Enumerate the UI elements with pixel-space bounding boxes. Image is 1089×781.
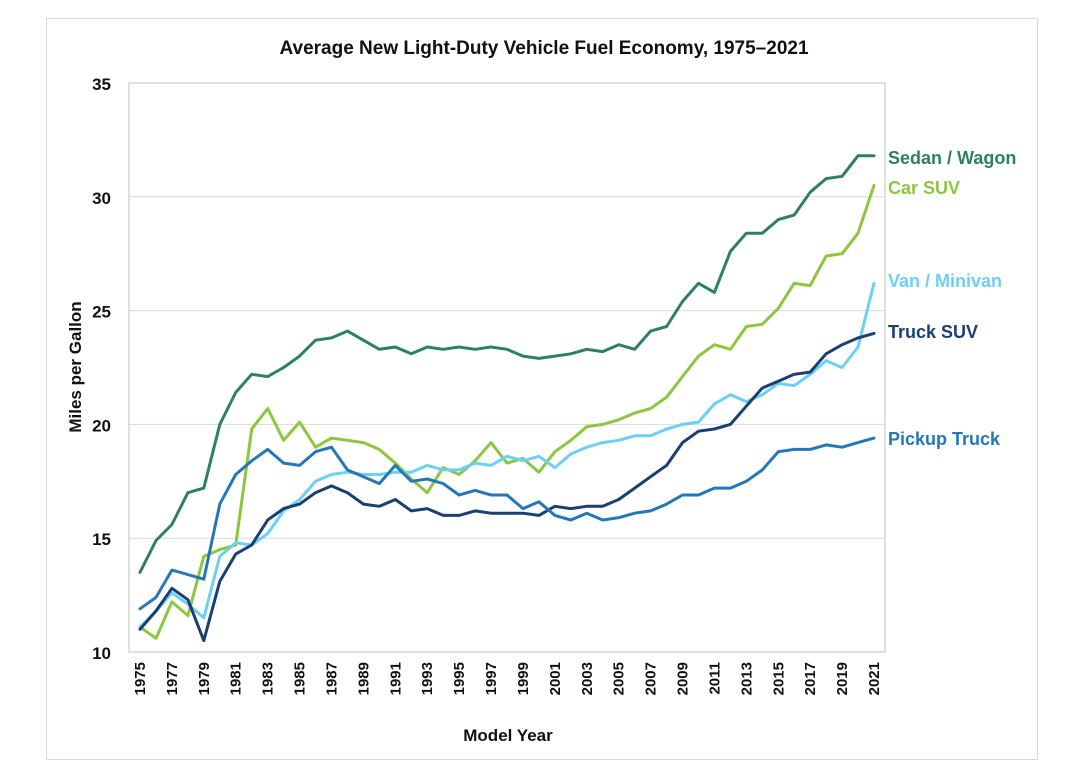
y-tick-label: 10 [92, 644, 111, 663]
y-tick-label: 35 [92, 75, 111, 94]
series-line-truck-suv [138, 331, 876, 643]
x-tick-label: 1993 [419, 662, 436, 695]
x-tick-label: 1983 [260, 662, 277, 695]
series-labels: Sedan / Wagon Car SUV Van / Minivan Truck S… [888, 148, 1016, 449]
x-tick-label: 1977 [164, 662, 181, 695]
y-tick-label: 25 [92, 303, 111, 322]
x-tick-label: 1997 [483, 662, 500, 695]
chart-frame [46, 18, 1038, 760]
x-tick-label: 1989 [355, 662, 372, 695]
x-tick-label: 1979 [196, 662, 213, 695]
x-tick-label: 1999 [515, 662, 532, 695]
series-lines [138, 154, 876, 643]
series-line-pickup-truck [138, 436, 876, 611]
x-tick-label: 2001 [547, 662, 564, 695]
x-tick-label: 2013 [738, 662, 755, 695]
x-tick-label: 1991 [387, 662, 404, 695]
x-tick-label: 1975 [132, 662, 149, 695]
x-tick-label: 2009 [675, 662, 692, 695]
x-axis-ticks: 1975 1977 1979 1981 1983 1985 1987 1989 1991 1993… [132, 662, 883, 695]
series-line-sedan-wagon [138, 154, 876, 574]
series-line-car-suv [138, 183, 876, 640]
y-tick-label: 15 [92, 530, 111, 549]
x-tick-label: 2015 [770, 662, 787, 695]
x-tick-label: 1985 [292, 662, 309, 695]
series-label: Van / Minivan [888, 271, 1002, 291]
x-tick-label: 2007 [643, 662, 660, 695]
x-tick-label: 2011 [706, 662, 723, 695]
x-tick-label: 2005 [611, 662, 628, 695]
x-tick-label: 1987 [323, 662, 340, 695]
y-axis-label: Miles per Gallon [66, 301, 85, 432]
series-line-van-minivan [138, 281, 876, 629]
x-tick-label: 1995 [451, 662, 468, 695]
series-label: Pickup Truck [888, 429, 1001, 449]
series-label: Truck SUV [888, 322, 978, 342]
y-tick-label: 20 [92, 416, 111, 435]
x-tick-label: 2003 [579, 662, 596, 695]
x-tick-label: 1981 [228, 662, 245, 695]
x-tick-label: 2019 [834, 662, 851, 695]
series-label: Car SUV [888, 178, 960, 198]
x-tick-label: 2021 [866, 662, 883, 695]
y-tick-label: 30 [92, 189, 111, 208]
x-axis-label: Model Year [463, 726, 553, 745]
chart-title: Average New Light-Duty Vehicle Fuel Econ… [279, 38, 808, 59]
y-axis-ticks: 10 15 20 25 30 35 [92, 75, 111, 663]
series-label: Sedan / Wagon [888, 148, 1016, 168]
x-tick-label: 2017 [802, 662, 819, 695]
plot-area-border [128, 82, 886, 653]
